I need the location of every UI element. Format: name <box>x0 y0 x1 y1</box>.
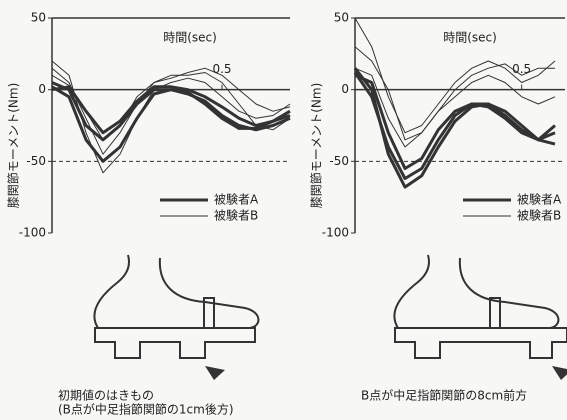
y-tick-label: 50 <box>31 11 46 25</box>
y-tick-label: 0 <box>38 82 46 96</box>
foot-outline <box>94 255 129 328</box>
x-tick-label: 0.5 <box>212 62 231 76</box>
caption: B点が中足指節関節の8cm前方 <box>361 388 527 403</box>
foot-outline <box>394 255 429 328</box>
sole <box>95 328 255 358</box>
y-axis-label: 膝関節モーメント(Nm) <box>309 83 324 209</box>
legend-label: 被験者A <box>517 192 562 207</box>
toe-block <box>490 298 500 328</box>
x-tick-label: 0.5 <box>512 62 531 76</box>
foot-outline <box>160 258 259 328</box>
shoe-diagram-right <box>394 255 567 380</box>
y-axis-label: 膝関節モーメント(Nm) <box>6 83 21 209</box>
shoe-diagram-left <box>94 255 258 380</box>
figure: 500-50-1000.5時間(sec)膝関節モーメント(Nm)被験者A被験者B… <box>0 0 567 420</box>
y-tick-label: -100 <box>19 226 46 240</box>
sole <box>395 328 567 358</box>
x-axis-label: 時間(sec) <box>163 31 217 45</box>
x-axis-label: 時間(sec) <box>443 31 497 45</box>
legend-label: 被験者B <box>214 208 258 223</box>
caption: 初期値のはきもの <box>58 388 154 403</box>
y-tick-label: 50 <box>334 11 349 25</box>
foot-outline <box>460 258 559 328</box>
legend-label: 被験者B <box>517 208 561 223</box>
y-tick-label: -50 <box>26 154 46 168</box>
marker <box>552 366 567 380</box>
legend-label: 被験者A <box>214 192 259 207</box>
caption: (B点が中足指節関節の1cm後方) <box>58 402 234 417</box>
y-tick-label: -100 <box>322 226 349 240</box>
marker <box>205 366 225 380</box>
y-tick-label: -50 <box>329 154 349 168</box>
y-tick-label: 0 <box>341 82 349 96</box>
